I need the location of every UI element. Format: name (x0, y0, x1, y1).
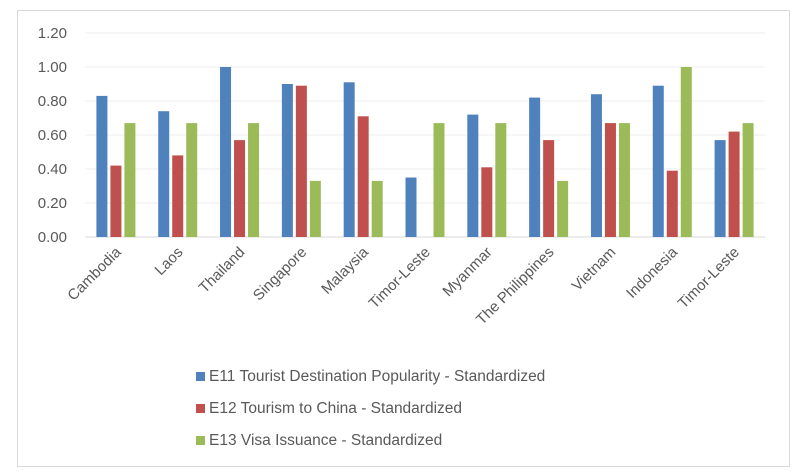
bar (220, 67, 232, 237)
y-tick-label: 0.40 (38, 161, 67, 178)
legend-label: E13 Visa Issuance - Standardized (209, 432, 442, 449)
bar (371, 180, 383, 237)
y-tick-label: 1.20 (38, 25, 67, 42)
bar (481, 167, 493, 237)
bar (281, 84, 293, 237)
bar (234, 140, 246, 237)
x-category-label: Myanmar (439, 244, 495, 300)
bar (529, 97, 541, 237)
y-tick-label: 0.60 (38, 127, 67, 144)
x-category-label: Indonesia (623, 243, 681, 301)
x-category-label: Cambodia (64, 243, 125, 304)
legend-swatch (196, 372, 205, 381)
bar (96, 95, 108, 238)
x-category-label: Malaysia (318, 243, 372, 297)
bar (110, 165, 122, 237)
bar (714, 140, 726, 237)
y-tick-label: 0.80 (38, 93, 67, 110)
x-category-label: Thailand (196, 244, 249, 297)
bar (186, 123, 198, 237)
bar (590, 94, 602, 237)
bar (295, 85, 307, 237)
bar (343, 82, 355, 237)
x-category-label: Vietnam (569, 244, 620, 295)
x-category-label: Singapore (250, 244, 310, 304)
bar (248, 123, 260, 237)
x-category-label: Timor-Leste (675, 244, 743, 312)
bar (618, 123, 630, 237)
bar (652, 85, 664, 237)
bar (742, 123, 754, 237)
bar (666, 170, 678, 237)
bar (405, 177, 417, 237)
bar (557, 180, 569, 237)
y-tick-label: 1.00 (38, 59, 67, 76)
bar (158, 111, 170, 237)
y-tick-label: 0.00 (38, 229, 67, 246)
legend-label: E12 Tourism to China - Standardized (209, 400, 462, 417)
legend-label: E11 Tourist Destination Popularity - Sta… (209, 368, 545, 385)
x-category-label: Laos (152, 244, 187, 279)
legend-swatch (196, 436, 205, 445)
bar (433, 123, 445, 237)
bar (467, 114, 479, 237)
bar (728, 131, 740, 237)
bar (124, 123, 136, 237)
bar (495, 123, 507, 237)
y-tick-label: 0.20 (38, 195, 67, 212)
x-category-label: Timor-Leste (366, 244, 434, 312)
bar (543, 140, 555, 237)
bar (604, 123, 616, 237)
bar (680, 67, 692, 237)
bar (309, 180, 321, 237)
bar (357, 116, 369, 237)
bar (172, 155, 184, 237)
legend-swatch (196, 404, 205, 413)
